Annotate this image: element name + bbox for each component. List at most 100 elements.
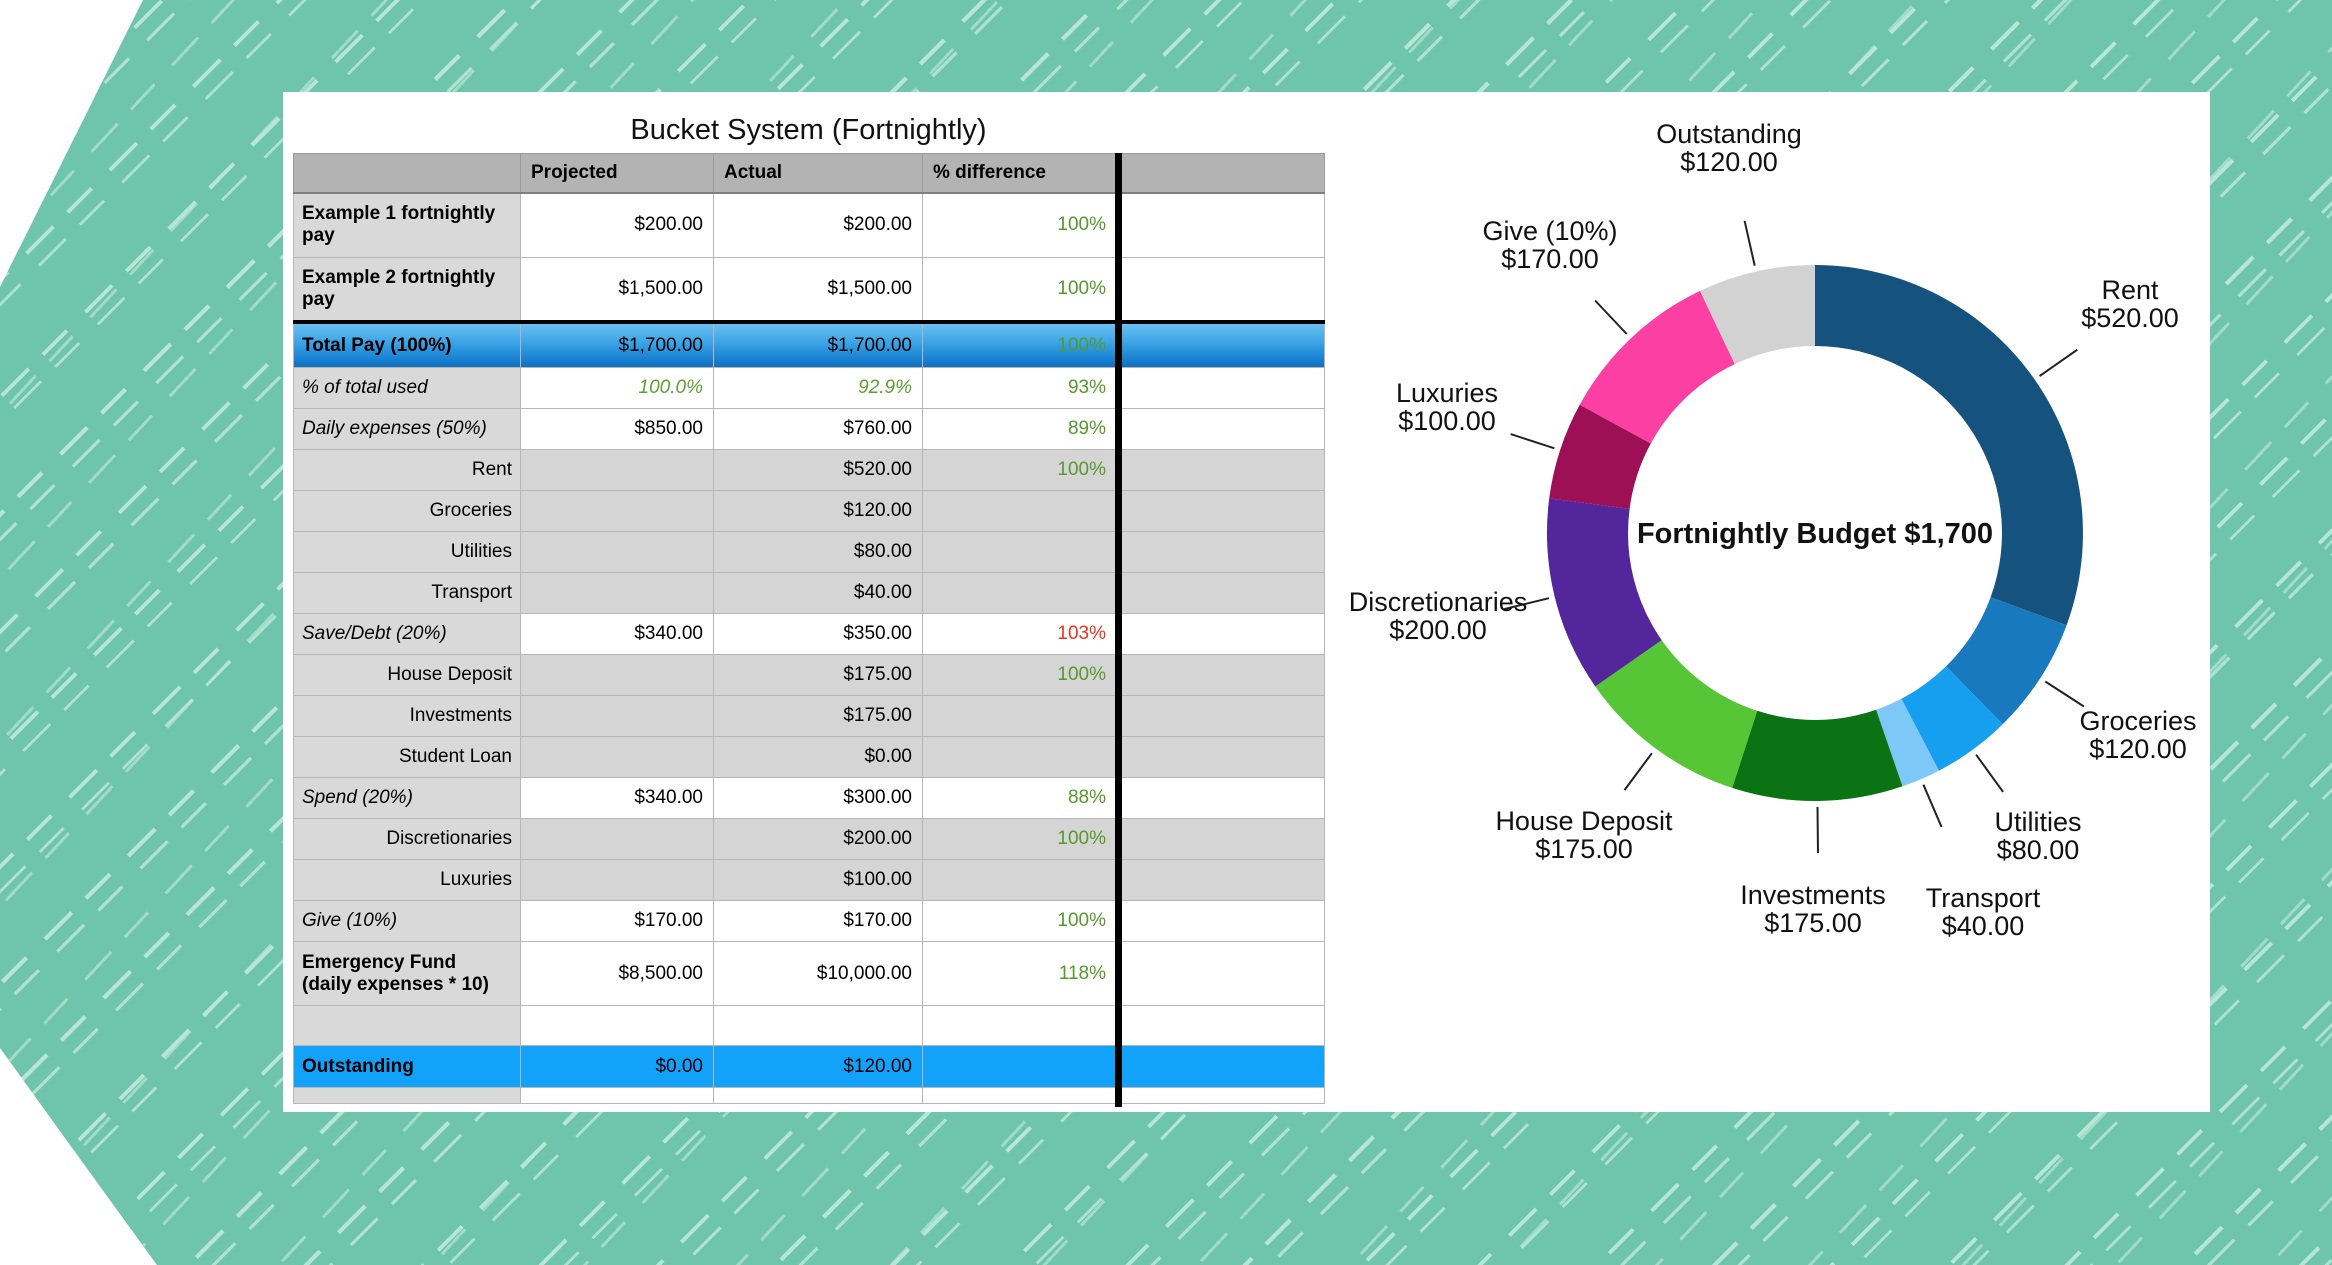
spare-cell[interactable] (1116, 531, 1325, 573)
projected-cell[interactable]: $200.00 (520, 192, 714, 258)
diff-cell[interactable] (922, 572, 1117, 614)
spare-cell[interactable] (1116, 192, 1325, 258)
row-label-cell[interactable]: Rent (293, 449, 521, 491)
row-label-cell[interactable]: Outstanding (293, 1045, 521, 1088)
projected-cell[interactable] (520, 1087, 714, 1104)
actual-cell[interactable]: $120.00 (713, 1045, 923, 1088)
diff-cell[interactable]: 100% (922, 449, 1117, 491)
row-label-cell[interactable]: Transport (293, 572, 521, 614)
row-label-cell[interactable] (293, 1005, 521, 1046)
actual-cell[interactable] (713, 1005, 923, 1046)
projected-cell[interactable]: $8,500.00 (520, 941, 714, 1006)
row-label-cell[interactable]: Give (10%) (293, 900, 521, 942)
spare-cell[interactable] (1116, 408, 1325, 450)
actual-cell[interactable]: $0.00 (713, 736, 923, 778)
actual-cell[interactable]: $520.00 (713, 449, 923, 491)
projected-cell[interactable]: $850.00 (520, 408, 714, 450)
spare-cell[interactable] (1116, 818, 1325, 860)
projected-cell[interactable] (520, 736, 714, 778)
diff-cell[interactable]: 93% (922, 367, 1117, 409)
projected-cell[interactable]: $340.00 (520, 613, 714, 655)
row-label-cell[interactable]: House Deposit (293, 654, 521, 696)
spare-cell[interactable] (1116, 1005, 1325, 1046)
diff-cell[interactable]: 100% (922, 900, 1117, 942)
projected-cell[interactable] (520, 490, 714, 532)
row-label-cell[interactable]: Spend (20%) (293, 777, 521, 819)
projected-cell[interactable] (520, 859, 714, 901)
spare-cell[interactable] (1116, 654, 1325, 696)
diff-cell[interactable] (922, 859, 1117, 901)
spare-cell[interactable] (1116, 941, 1325, 1006)
projected-cell[interactable] (520, 572, 714, 614)
actual-cell[interactable]: $200.00 (713, 818, 923, 860)
projected-cell[interactable]: 100.0% (520, 367, 714, 409)
diff-cell[interactable]: 103% (922, 613, 1117, 655)
projected-cell[interactable] (520, 449, 714, 491)
projected-cell[interactable] (520, 531, 714, 573)
spare-cell[interactable] (1116, 449, 1325, 491)
spare-cell[interactable] (1116, 777, 1325, 819)
spare-cell[interactable] (1116, 613, 1325, 655)
actual-cell[interactable]: $175.00 (713, 654, 923, 696)
projected-cell[interactable]: $0.00 (520, 1045, 714, 1088)
projected-cell[interactable] (520, 818, 714, 860)
row-label-cell[interactable]: Emergency Fund (daily expenses * 10) (293, 941, 521, 1006)
actual-cell[interactable]: $1,700.00 (713, 320, 923, 368)
diff-cell[interactable]: 118% (922, 941, 1117, 1006)
row-label-cell[interactable]: Daily expenses (50%) (293, 408, 521, 450)
diff-cell[interactable] (922, 1087, 1117, 1104)
row-label-cell[interactable]: Student Loan (293, 736, 521, 778)
projected-cell[interactable] (520, 1005, 714, 1046)
row-label-cell[interactable]: Example 2 fortnightly pay (293, 256, 521, 323)
diff-cell[interactable]: 100% (922, 256, 1117, 323)
row-label-cell[interactable] (293, 1087, 521, 1104)
spare-cell[interactable] (1116, 1087, 1325, 1104)
actual-cell[interactable]: $10,000.00 (713, 941, 923, 1006)
spare-cell[interactable] (1116, 900, 1325, 942)
actual-cell[interactable]: $100.00 (713, 859, 923, 901)
diff-cell[interactable] (922, 695, 1117, 737)
diff-cell[interactable]: 100% (922, 818, 1117, 860)
actual-cell[interactable] (713, 1087, 923, 1104)
spare-cell[interactable] (1116, 695, 1325, 737)
diff-cell[interactable]: 100% (922, 192, 1117, 258)
row-label-cell[interactable]: Total Pay (100%) (293, 320, 521, 368)
diff-cell[interactable] (922, 490, 1117, 532)
projected-cell[interactable] (520, 695, 714, 737)
actual-cell[interactable]: $80.00 (713, 531, 923, 573)
diff-cell[interactable]: 88% (922, 777, 1117, 819)
projected-cell[interactable] (520, 654, 714, 696)
spare-cell[interactable] (1116, 367, 1325, 409)
actual-cell[interactable]: $200.00 (713, 192, 923, 258)
projected-cell[interactable]: $1,500.00 (520, 256, 714, 323)
actual-cell[interactable]: $350.00 (713, 613, 923, 655)
spare-cell[interactable] (1116, 572, 1325, 614)
spare-cell[interactable] (1116, 859, 1325, 901)
diff-cell[interactable]: 100% (922, 320, 1117, 368)
diff-cell[interactable]: 89% (922, 408, 1117, 450)
row-label-cell[interactable]: Discretionaries (293, 818, 521, 860)
row-label-cell[interactable]: Utilities (293, 531, 521, 573)
actual-cell[interactable]: $120.00 (713, 490, 923, 532)
diff-cell[interactable]: 100% (922, 654, 1117, 696)
spare-cell[interactable] (1116, 1045, 1325, 1088)
actual-cell[interactable]: $300.00 (713, 777, 923, 819)
row-label-cell[interactable]: Luxuries (293, 859, 521, 901)
spare-cell[interactable] (1116, 320, 1325, 368)
row-label-cell[interactable]: Investments (293, 695, 521, 737)
projected-cell[interactable]: $170.00 (520, 900, 714, 942)
row-label-cell[interactable]: Save/Debt (20%) (293, 613, 521, 655)
projected-cell[interactable]: $1,700.00 (520, 320, 714, 368)
diff-cell[interactable] (922, 531, 1117, 573)
diff-cell[interactable] (922, 736, 1117, 778)
diff-cell[interactable] (922, 1005, 1117, 1046)
row-label-cell[interactable]: Example 1 fortnightly pay (293, 192, 521, 258)
row-label-cell[interactable]: Groceries (293, 490, 521, 532)
diff-cell[interactable] (922, 1045, 1117, 1088)
actual-cell[interactable]: $1,500.00 (713, 256, 923, 323)
actual-cell[interactable]: $175.00 (713, 695, 923, 737)
actual-cell[interactable]: $40.00 (713, 572, 923, 614)
actual-cell[interactable]: 92.9% (713, 367, 923, 409)
spare-cell[interactable] (1116, 736, 1325, 778)
spare-cell[interactable] (1116, 256, 1325, 323)
